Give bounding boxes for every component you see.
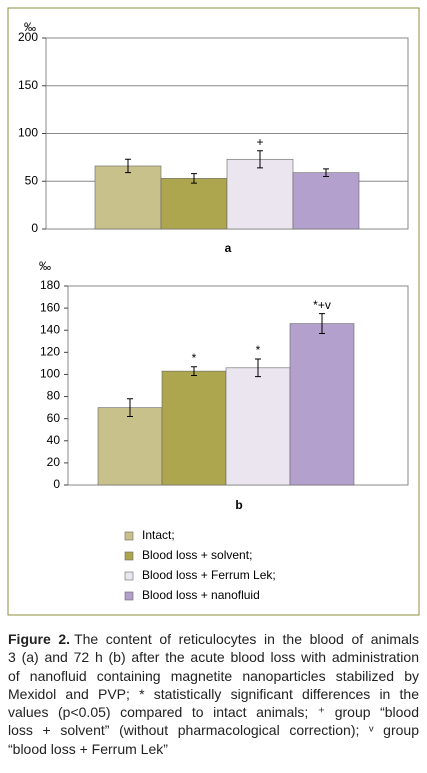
y-tick-label: 100 xyxy=(18,126,38,140)
y-tick-label: 0 xyxy=(53,477,60,491)
legend-label: Blood loss + Ferrum Lek; xyxy=(142,568,276,582)
y-tick-label: 50 xyxy=(25,173,39,187)
bar xyxy=(161,370,227,486)
legend-label: Blood loss + nanofluid xyxy=(142,588,260,602)
significance-mark: * xyxy=(192,351,197,365)
panel-label: a xyxy=(225,241,232,255)
bar xyxy=(225,367,291,486)
y-tick-label: 60 xyxy=(47,411,61,425)
caption-line: “blood loss + Ferrum Lek” xyxy=(8,740,168,757)
caption: Figure 2. The content of reticulocytes in… xyxy=(8,630,419,758)
legend-swatch xyxy=(124,571,134,581)
bar xyxy=(292,172,360,230)
y-tick-label: 80 xyxy=(47,389,61,403)
error-bar xyxy=(255,358,261,378)
caption-text: The content of reticulocytes in the bloo… xyxy=(74,631,419,647)
legend-label: Blood loss + solvent; xyxy=(142,548,252,562)
error-bar xyxy=(191,366,197,377)
significance-mark: * xyxy=(256,343,261,357)
caption-line: Mexidol and PVP; * statistically signifi… xyxy=(8,685,419,702)
y-axis-label: ‰ xyxy=(39,259,51,273)
error-bar xyxy=(127,398,133,417)
caption-line: 3 (a) and 72 h (b) after the acute blood… xyxy=(8,649,419,666)
y-tick-label: 120 xyxy=(40,345,60,359)
error-bar xyxy=(125,158,131,174)
y-tick-label: 20 xyxy=(47,455,61,469)
y-tick-label: 200 xyxy=(18,30,38,44)
caption-label: Figure 2. xyxy=(8,631,71,647)
caption-line: loss + solvent” (without pharmacological… xyxy=(8,722,419,739)
error-bar xyxy=(191,173,197,184)
caption-line: of nanofluid containing magnetite nanopa… xyxy=(8,667,419,684)
y-tick-label: 100 xyxy=(40,367,60,381)
caption-line: values (p<0.05) compared to intact anima… xyxy=(8,704,419,721)
caption-line: Figure 2. The content of reticulocytes in… xyxy=(8,630,419,648)
bar xyxy=(226,158,294,230)
y-tick-label: 160 xyxy=(40,300,60,314)
y-tick-label: 40 xyxy=(47,433,61,447)
bar xyxy=(289,323,355,486)
error-bar xyxy=(323,168,329,177)
significance-mark: + xyxy=(256,135,263,149)
legend-swatch xyxy=(124,531,134,541)
legend-label: Intact; xyxy=(142,528,175,542)
legend-swatch xyxy=(124,551,134,561)
y-tick-label: 150 xyxy=(18,78,38,92)
bar xyxy=(97,407,163,486)
y-tick-label: 140 xyxy=(40,322,60,336)
y-tick-label: 0 xyxy=(31,221,38,235)
y-tick-label: 180 xyxy=(40,278,60,292)
significance-mark: *+v xyxy=(313,298,331,312)
bar xyxy=(94,165,162,230)
error-bar xyxy=(257,150,263,169)
y-axis-label: ‰ xyxy=(24,20,36,34)
figure-frame xyxy=(7,7,420,616)
panel-label: b xyxy=(235,498,242,512)
figure: 050100150200‰+a020406080100120140160180‰… xyxy=(7,7,420,616)
bar xyxy=(160,178,228,230)
legend-swatch xyxy=(124,591,134,601)
error-bar xyxy=(319,313,325,335)
